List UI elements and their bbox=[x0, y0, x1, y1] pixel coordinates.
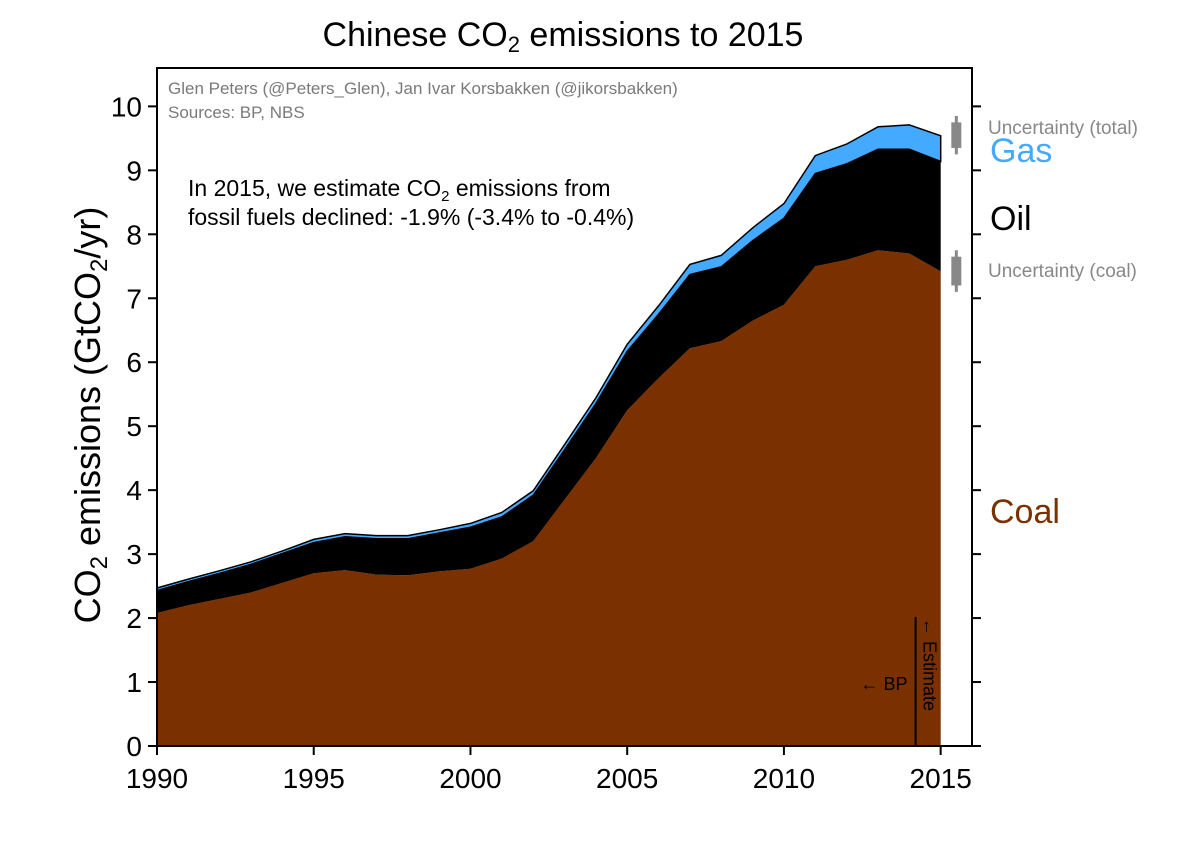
legend-oil: Oil bbox=[990, 200, 1032, 238]
y-tick-label: 5 bbox=[126, 411, 142, 442]
y-tick-label: 6 bbox=[126, 347, 142, 378]
legend-gas: Gas bbox=[990, 132, 1052, 170]
y-tick-label: 7 bbox=[126, 283, 142, 314]
x-tick-label: 2000 bbox=[439, 763, 501, 794]
area-series-group bbox=[156, 124, 942, 747]
x-tick-label: 1990 bbox=[126, 763, 188, 794]
area-gas bbox=[156, 124, 942, 592]
y-tick-label: 3 bbox=[126, 539, 142, 570]
credit-sources: Sources: BP, NBS bbox=[168, 103, 305, 122]
area-coal bbox=[157, 250, 941, 747]
y-axis-label: CO2 emissions (GtCO2/yr) bbox=[67, 207, 113, 624]
uncertainty-box bbox=[951, 256, 962, 286]
x-tick-label: 2010 bbox=[753, 763, 815, 794]
annotation-line-2: fossil fuels declined: -1.9% (-3.4% to -… bbox=[188, 204, 634, 230]
y-axis-ticks: 0 1 2 3 4 5 6 7 8 9 10 bbox=[111, 91, 981, 762]
plot-frame bbox=[156, 67, 973, 747]
y-tick-label: 8 bbox=[126, 219, 142, 250]
bp-label: ← BP bbox=[861, 674, 908, 694]
chart-title: Chinese CO2 emissions to 2015 bbox=[323, 16, 804, 57]
y-tick-label: 4 bbox=[126, 475, 142, 506]
y-tick-label: 2 bbox=[126, 603, 142, 634]
y-tick-label: 9 bbox=[126, 155, 142, 186]
annotation-line-1: In 2015, we estimate CO2 emissions from bbox=[188, 175, 611, 205]
y-tick-label: 10 bbox=[111, 91, 142, 122]
uncertainty-box bbox=[951, 122, 962, 148]
credit-authors: Glen Peters (@Peters_Glen), Jan Ivar Kor… bbox=[168, 79, 678, 98]
legend-coal: Coal bbox=[990, 493, 1060, 531]
legend-uncertainty-coal: Uncertainty (coal) bbox=[988, 261, 1137, 282]
uncertainty-bars bbox=[951, 115, 962, 292]
x-tick-label: 1995 bbox=[283, 763, 345, 794]
x-axis-ticks: 1990 1995 2000 2005 2010 2015 bbox=[126, 746, 972, 794]
area-oil bbox=[157, 149, 941, 613]
x-tick-label: 2005 bbox=[596, 763, 658, 794]
estimate-label: ← Estimate bbox=[920, 618, 940, 711]
y-tick-label: 0 bbox=[126, 731, 142, 762]
x-tick-label: 2015 bbox=[910, 763, 972, 794]
legend-uncertainty-total: Uncertainty (total) bbox=[988, 118, 1138, 139]
y-tick-label: 1 bbox=[126, 667, 142, 698]
